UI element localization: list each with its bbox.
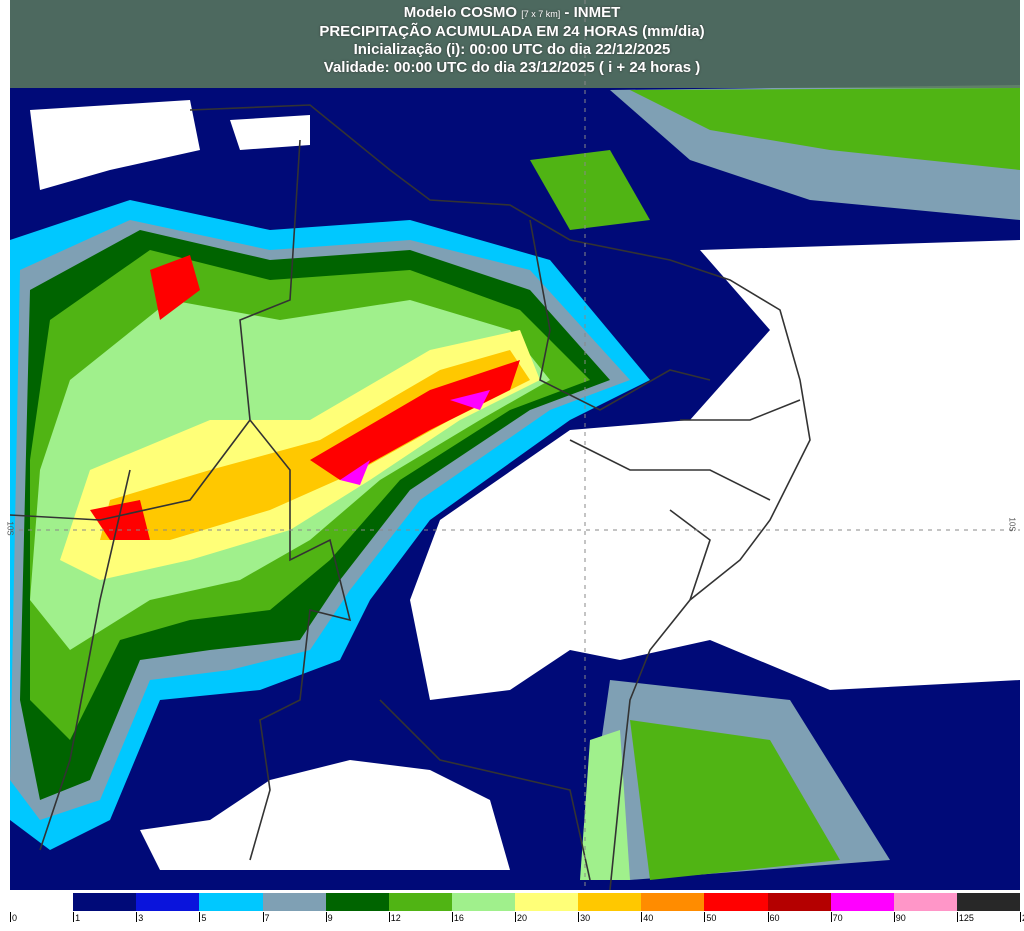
legend-tick-label: 3 <box>136 912 144 923</box>
legend-tick-label: 200 <box>1020 912 1024 923</box>
legend-tick-label: 90 <box>893 912 906 923</box>
legend-tick-label: 5 <box>199 912 207 923</box>
legend-swatch <box>199 893 263 911</box>
legend-tick-label: 70 <box>830 912 843 923</box>
legend-tick-label: 40 <box>641 912 654 923</box>
model-name: Modelo COSMO <box>403 4 518 21</box>
title-validity: Validade: 00:00 UTC do dia 23/12/2025 ( … <box>323 59 701 76</box>
legend-tick-label: 125 <box>956 912 974 923</box>
model-resolution: [7 x 7 km] <box>521 9 561 19</box>
precipitation-map <box>10 0 1020 890</box>
legend-swatch <box>73 893 137 911</box>
legend-swatch <box>767 893 831 911</box>
latitude-label-right: 10S <box>1007 517 1017 532</box>
legend-swatch <box>578 893 642 911</box>
legend-swatch <box>451 893 515 911</box>
legend-swatch <box>136 893 200 911</box>
legend-tick-label: 50 <box>704 912 717 923</box>
boundaries <box>10 104 811 890</box>
title-initialization: Inicialização (i): 00:00 UTC do dia 22/1… <box>353 41 671 58</box>
title-model: Modelo COSMO [7 x 7 km] - INMET <box>0 4 1024 23</box>
legend-swatch <box>10 893 74 911</box>
map-title-block: Modelo COSMO [7 x 7 km] - INMET PRECIPIT… <box>0 4 1024 77</box>
legend-tick-label: 20 <box>515 912 528 923</box>
legend-tick-label: 9 <box>325 912 333 923</box>
legend-swatch <box>893 893 957 911</box>
legend-tick-label: 60 <box>767 912 780 923</box>
legend-tick-label: 1 <box>73 912 81 923</box>
legend-tick-label: 7 <box>262 912 270 923</box>
legend-swatch <box>956 893 1020 911</box>
legend-swatch <box>388 893 452 911</box>
color-legend <box>10 893 1020 911</box>
legend-tick-label: 12 <box>388 912 401 923</box>
legend-tick-label: 16 <box>451 912 464 923</box>
legend-tick-label: 0 <box>10 912 18 923</box>
legend-swatch <box>830 893 894 911</box>
dry-areas <box>30 100 1020 870</box>
legend-tick-labels: 0 1 3 5 7 9 12 16 20 30 40 50 60 70 90 125 200 <box>10 912 1024 926</box>
title-product: PRECIPITAÇÃO ACUMULADA EM 24 HORAS (mm/d… <box>319 23 705 40</box>
legend-tick-label: 30 <box>578 912 591 923</box>
legend-swatch <box>262 893 326 911</box>
legend-swatch <box>325 893 389 911</box>
legend-swatch <box>515 893 579 911</box>
legend-swatch <box>641 893 705 911</box>
legend-swatch <box>704 893 768 911</box>
latitude-label-left: 10S <box>5 521 15 536</box>
model-organization: - INMET <box>564 4 621 21</box>
